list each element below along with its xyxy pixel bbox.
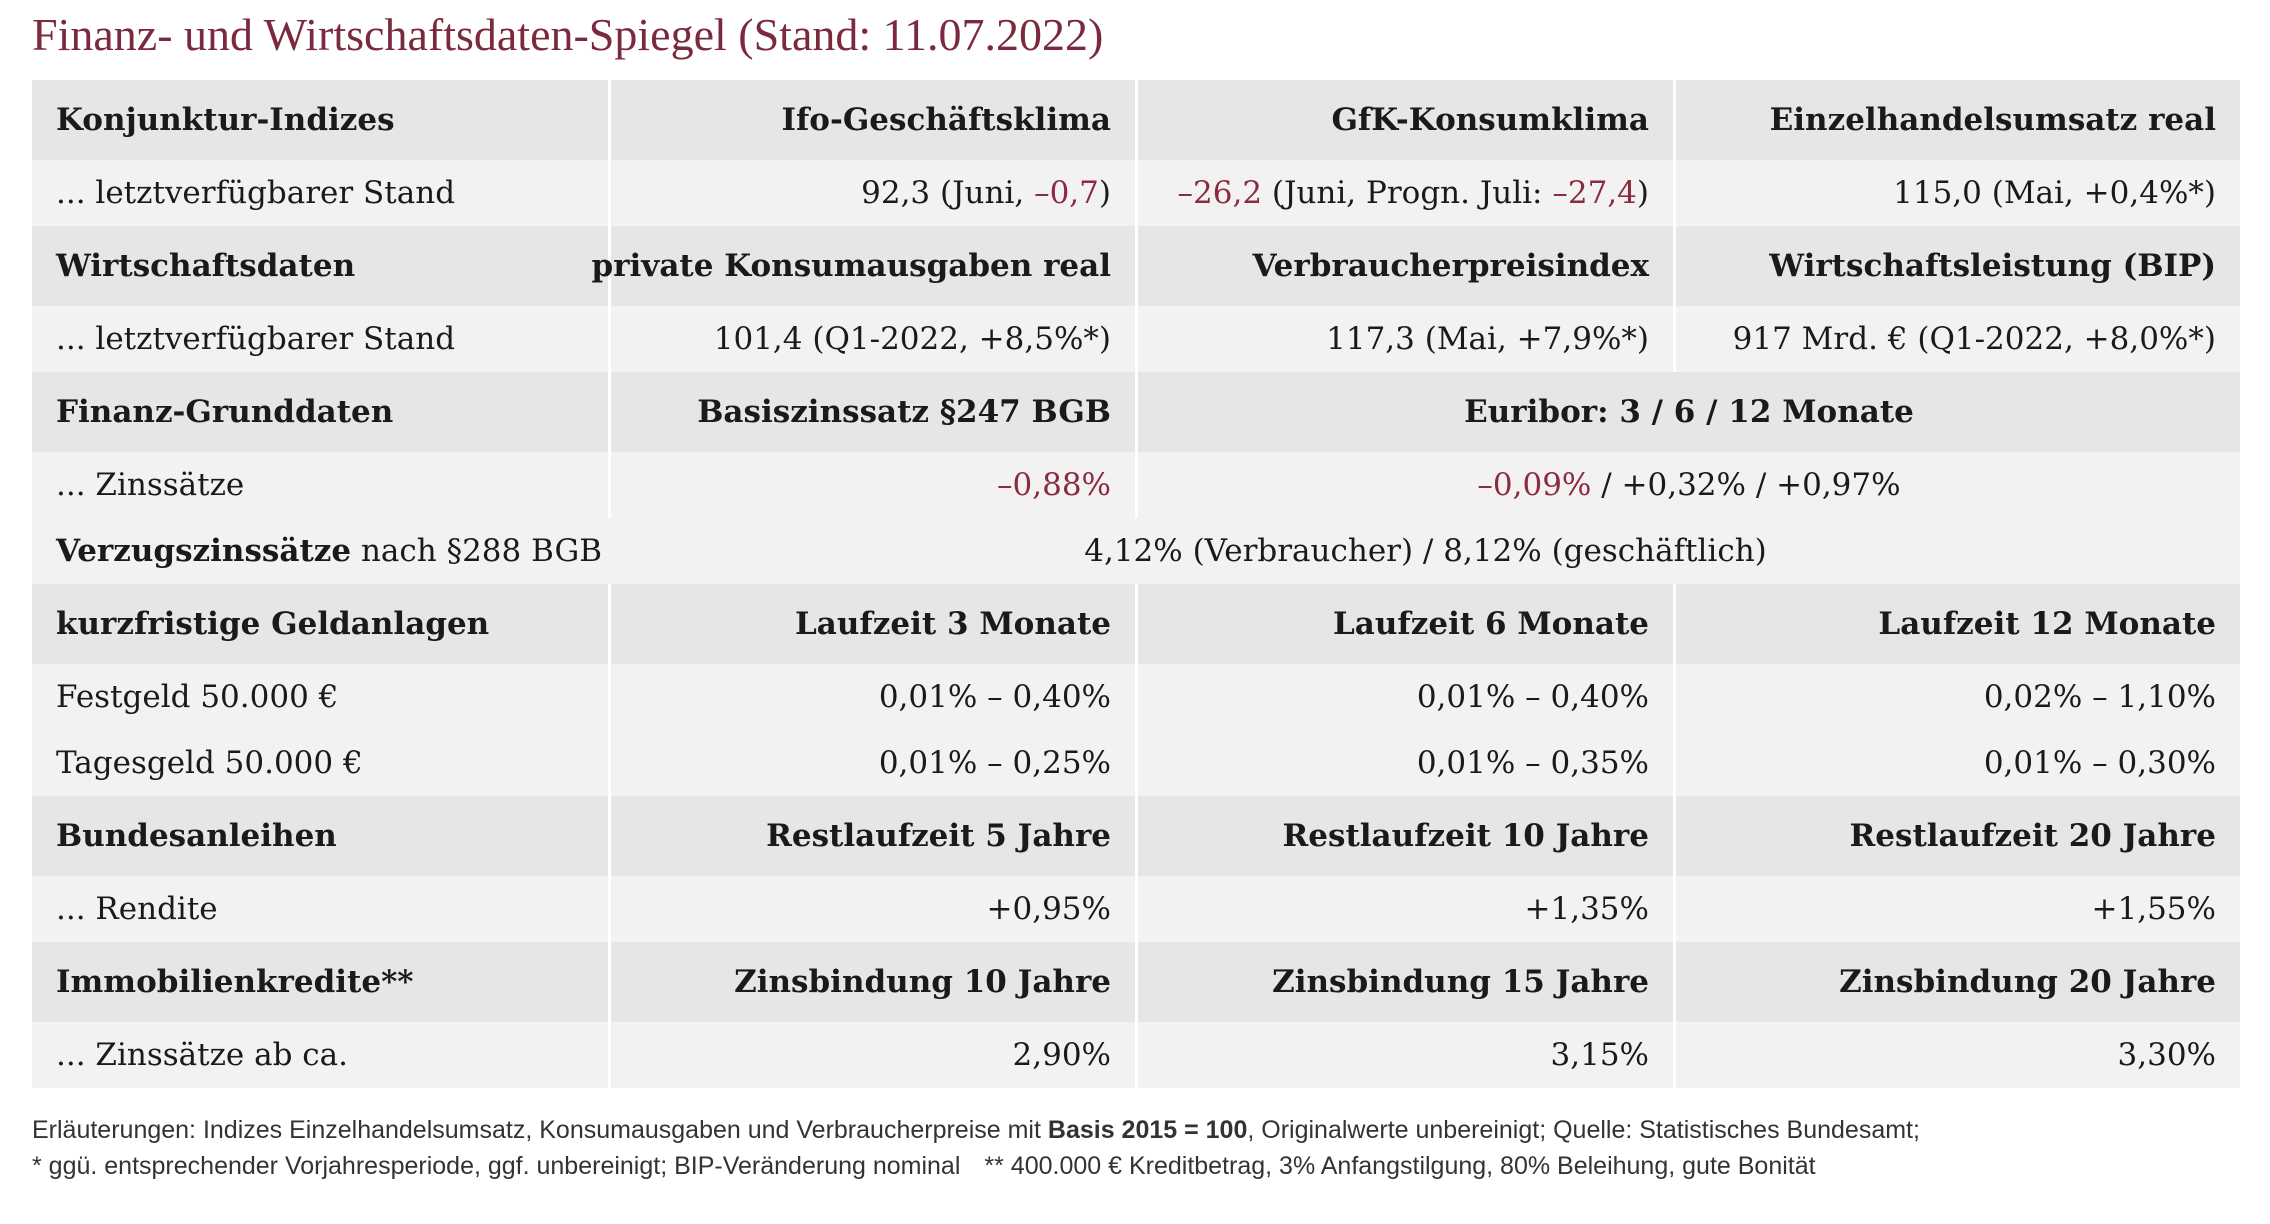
table-cell: 2,90% <box>611 1022 1135 1088</box>
table-cell: –0,88% <box>611 452 1135 518</box>
text-part: nach §288 BGB <box>351 533 602 569</box>
table-row: Finanz-Grunddaten Basiszinssatz §247 BGB E… <box>32 372 2240 452</box>
table-cell: Restlaufzeit 10 Jahre <box>1138 796 1673 876</box>
table-cell: 101,4 (Q1-2022, +8,5%*) <box>611 306 1135 372</box>
table-cell: 115,0 (Mai, +0,4%*) <box>1676 160 2240 226</box>
table-row: Wirtschaftsdaten private Konsumausgaben r… <box>32 226 2240 306</box>
table-cell: Immobilienkredite** <box>32 942 608 1022</box>
table-cell: Festgeld 50.000 € <box>32 664 608 730</box>
footnotes: Erläuterungen: Indizes Einzelhandelsumsa… <box>32 1112 1920 1184</box>
table-cell: 0,01% – 0,25% <box>611 730 1135 796</box>
table-cell: +1,55% <box>1676 876 2240 942</box>
table-cell: 0,01% – 0,40% <box>1138 664 1673 730</box>
table-cell: private Konsumausgaben real <box>592 226 1135 306</box>
table-row: ... Zinssätze ab ca. 2,90% 3,15% 3,30% <box>32 1022 2240 1088</box>
table-cell: Euribor: 3 / 6 / 12 Monate <box>1138 372 2240 452</box>
table-cell: 4,12% (Verbraucher) / 8,12% (geschäftlic… <box>611 518 2240 584</box>
table-cell: 0,01% – 0,35% <box>1138 730 1673 796</box>
text-part: / +0,32% / +0,97% <box>1591 467 1901 503</box>
table-cell: +0,95% <box>611 876 1135 942</box>
table-cell: Tagesgeld 50.000 € <box>32 730 608 796</box>
table-cell: 0,01% – 0,30% <box>1676 730 2240 796</box>
text-part: –0,88% <box>997 467 1111 503</box>
text-part: –0,7 <box>1034 175 1099 211</box>
table-cell: Verbraucherpreisindex <box>1138 226 1673 306</box>
text-part: Verzugszinssätze <box>56 533 352 569</box>
table-cell: Laufzeit 12 Monate <box>1676 584 2240 664</box>
table-cell: Zinsbindung 15 Jahre <box>1138 942 1673 1022</box>
table-cell: –0,09% / +0,32% / +0,97% <box>1138 452 2240 518</box>
table-cell: Zinsbindung 20 Jahre <box>1676 942 2240 1022</box>
table-cell: 0,02% – 1,10% <box>1676 664 2240 730</box>
text-part: * ggü. entsprechender Vorjahresperiode, … <box>32 1152 961 1180</box>
table-cell: Restlaufzeit 5 Jahre <box>611 796 1135 876</box>
text-part: (Juni, Progn. Juli: <box>1262 175 1553 211</box>
text-part: Basis 2015 = 100 <box>1047 1116 1248 1144</box>
table-cell: kurzfristige Geldanlagen <box>32 584 608 664</box>
title: Finanz- und Wirtschaftsdaten-Spiegel (St… <box>32 9 1104 60</box>
footnote-line: Erläuterungen: Indizes Einzelhandelsumsa… <box>32 1112 1920 1148</box>
table-cell: 3,30% <box>1676 1022 2240 1088</box>
table-cell: Laufzeit 6 Monate <box>1138 584 1673 664</box>
text-part: , Originalwerte unbereinigt; Quelle: Sta… <box>1247 1116 1920 1144</box>
table-cell: Wirtschaftsleistung (BIP) <box>1676 226 2240 306</box>
table-cell: Wirtschaftsdaten <box>32 226 608 306</box>
table-row: Festgeld 50.000 €0,01% – 0,40% 0,01% – 0,… <box>32 664 2240 730</box>
text-part: ** 400.000 € Kreditbetrag, 3% Anfangstil… <box>984 1152 1816 1180</box>
table-row: ... letztverfügbarer Stand 92,3 (Juni, –0… <box>32 160 2240 226</box>
table-cell: 117,3 (Mai, +7,9%*) <box>1138 306 1673 372</box>
table-cell: 917 Mrd. € (Q1-2022, +8,0%*) <box>1676 306 2240 372</box>
table-cell: ... Zinssätze <box>32 452 608 518</box>
text-part: ) <box>1636 175 1649 211</box>
table-row: ... letztverfügbarer Stand 101,4 (Q1-2022… <box>32 306 2240 372</box>
table-cell: ... Zinssätze ab ca. <box>32 1022 608 1088</box>
table-cell: ... letztverfügbarer Stand <box>32 306 608 372</box>
table-row: ... Zinssätze –0,88% –0,09% / +0,32% / +0,… <box>32 452 2240 518</box>
table-cell: Laufzeit 3 Monate <box>611 584 1135 664</box>
table-row: Bundesanleihen Restlaufzeit 5 Jahre Restla… <box>32 796 2240 876</box>
table: Konjunktur-Indizes Ifo-Geschäftsklima GfK-… <box>32 80 2240 1088</box>
text-part: ) <box>1098 175 1111 211</box>
table-cell: Ifo-Geschäftsklima <box>611 80 1135 160</box>
table-row: Verzugszinssätze nach §288 BGB 4,12% (Ver… <box>32 518 2240 584</box>
table-cell: Verzugszinssätze nach §288 BGB <box>32 518 611 584</box>
table-cell: ... letztverfügbarer Stand <box>32 160 608 226</box>
table-cell: Bundesanleihen <box>32 796 608 876</box>
table-cell: 92,3 (Juni, –0,7) <box>611 160 1135 226</box>
table-row: Tagesgeld 50.000 €0,01% – 0,25% 0,01% – 0… <box>32 730 2240 796</box>
table-row: ... Rendite +0,95% +1,35% +1,55% <box>32 876 2240 942</box>
table-cell: GfK-Konsumklima <box>1138 80 1673 160</box>
table-cell: Zinsbindung 10 Jahre <box>611 942 1135 1022</box>
table-cell: 0,01% – 0,40% <box>611 664 1135 730</box>
text-part: –26,2 <box>1177 175 1263 211</box>
text-part: –27,4 <box>1552 175 1637 211</box>
table-cell: 3,15% <box>1138 1022 1673 1088</box>
table-row: kurzfristige Geldanlagen Laufzeit 3 Monat… <box>32 584 2240 664</box>
table-cell: ... Rendite <box>32 876 608 942</box>
table-cell: +1,35% <box>1138 876 1673 942</box>
table-cell: Basiszinssatz §247 BGB <box>611 372 1135 452</box>
table-cell: Konjunktur-Indizes <box>32 80 608 160</box>
text-part: Erläuterungen: Indizes Einzelhandelsumsa… <box>32 1116 1048 1144</box>
table-cell: Einzelhandelsumsatz real <box>1676 80 2240 160</box>
text-part: 92,3 (Juni, <box>861 175 1035 211</box>
table-cell: –26,2 (Juni, Progn. Juli: –27,4) <box>1138 160 1673 226</box>
table-cell: Finanz-Grunddaten <box>32 372 608 452</box>
table-cell: Restlaufzeit 20 Jahre <box>1676 796 2240 876</box>
table-row: Immobilienkredite** Zinsbindung 10 Jahre Z… <box>32 942 2240 1022</box>
table-row: Konjunktur-Indizes Ifo-Geschäftsklima GfK-… <box>32 80 2240 160</box>
footnote-line: * ggü. entsprechender Vorjahresperiode, … <box>32 1148 1920 1184</box>
text-part: –0,09% <box>1477 467 1592 503</box>
